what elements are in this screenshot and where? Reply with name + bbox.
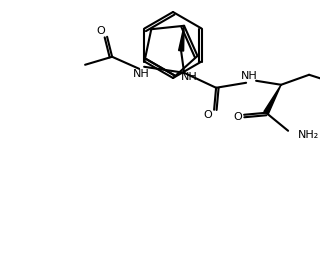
Text: O: O (204, 110, 212, 120)
Polygon shape (179, 26, 184, 51)
Text: O: O (234, 112, 243, 122)
Text: NH: NH (133, 69, 149, 79)
Polygon shape (264, 85, 281, 114)
Text: NH₂: NH₂ (298, 130, 319, 140)
Text: O: O (97, 26, 106, 36)
Text: NH: NH (181, 72, 198, 82)
Text: NH: NH (241, 71, 258, 81)
